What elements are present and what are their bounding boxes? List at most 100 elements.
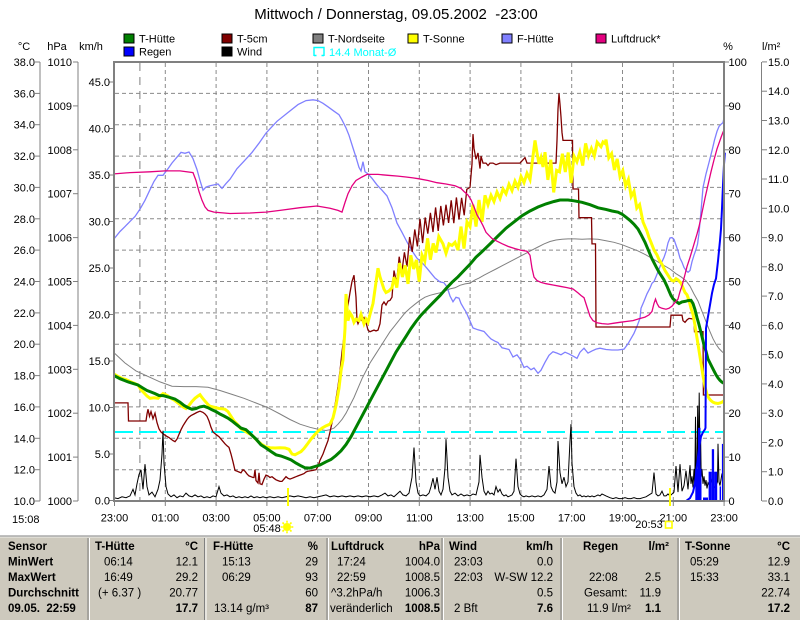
svg-text:07:00: 07:00: [304, 513, 332, 525]
svg-text:93: 93: [305, 572, 318, 584]
svg-text:23:00: 23:00: [710, 513, 738, 525]
svg-text:2 Bft: 2 Bft: [454, 603, 478, 615]
svg-text:1001: 1001: [48, 452, 72, 464]
svg-text:2.0: 2.0: [768, 438, 783, 450]
svg-text:16:49: 16:49: [104, 572, 133, 584]
svg-text:25.0: 25.0: [89, 263, 110, 275]
svg-text:29: 29: [305, 557, 318, 569]
svg-text:19:00: 19:00: [609, 513, 637, 525]
svg-text:26.0: 26.0: [14, 245, 35, 257]
svg-text:33.1: 33.1: [768, 572, 790, 584]
svg-text:15:00: 15:00: [507, 513, 535, 525]
svg-text:21:00: 21:00: [660, 513, 688, 525]
svg-text:10.0: 10.0: [768, 203, 789, 215]
svg-text:06:14: 06:14: [104, 557, 133, 569]
svg-text:MaxWert: MaxWert: [8, 572, 56, 584]
svg-text:1008: 1008: [48, 145, 72, 157]
svg-text:22.0: 22.0: [14, 308, 35, 320]
svg-text:1006: 1006: [48, 233, 72, 245]
svg-text:12.0: 12.0: [14, 465, 35, 477]
svg-text:5.0: 5.0: [768, 350, 783, 362]
svg-text:50: 50: [729, 277, 741, 289]
svg-text:F-Hütte: F-Hütte: [517, 34, 554, 46]
svg-text:18.0: 18.0: [14, 371, 35, 383]
svg-text:09:00: 09:00: [355, 513, 383, 525]
svg-text:1004.0: 1004.0: [405, 557, 440, 569]
svg-text:20.77: 20.77: [169, 588, 198, 600]
svg-text:15:33: 15:33: [690, 572, 719, 584]
svg-text:T-Hütte: T-Hütte: [139, 34, 175, 46]
svg-text:7.0: 7.0: [768, 291, 783, 303]
svg-text:13:00: 13:00: [456, 513, 484, 525]
svg-text:T-Sonne: T-Sonne: [423, 34, 465, 46]
svg-text:10.0: 10.0: [14, 496, 35, 508]
svg-text:90: 90: [729, 101, 741, 113]
svg-text:20:53: 20:53: [635, 519, 663, 531]
svg-text:14.4 Monat-Ø: 14.4 Monat-Ø: [329, 47, 397, 59]
svg-text:29.2: 29.2: [176, 572, 198, 584]
svg-text:40: 40: [729, 320, 741, 332]
svg-text:15:13: 15:13: [222, 557, 251, 569]
svg-text:l/m²: l/m²: [762, 41, 781, 53]
svg-text:24.0: 24.0: [14, 277, 35, 289]
svg-text:Sensor: Sensor: [8, 541, 48, 553]
svg-text:%: %: [723, 41, 733, 53]
svg-text:1008.5: 1008.5: [405, 572, 440, 584]
svg-text:17.2: 17.2: [768, 603, 790, 615]
svg-text:38.0: 38.0: [14, 57, 35, 69]
svg-text:0: 0: [729, 496, 735, 508]
svg-text:14.0: 14.0: [14, 433, 35, 445]
svg-text:23:00: 23:00: [101, 513, 129, 525]
svg-text:T-Hütte: T-Hütte: [95, 541, 135, 553]
svg-text:0.0: 0.0: [768, 496, 783, 508]
svg-text:1004: 1004: [48, 320, 72, 332]
svg-text:05:48: 05:48: [253, 523, 281, 535]
svg-text:Luftdruck: Luftdruck: [331, 541, 385, 553]
svg-text:100: 100: [729, 57, 747, 69]
svg-text:20.0: 20.0: [89, 310, 110, 322]
svg-text:Mittwoch / Donnerstag, 09.05.2: Mittwoch / Donnerstag, 09.05.2002 -23:00: [254, 6, 538, 23]
svg-text:28.0: 28.0: [14, 214, 35, 226]
svg-text:1005: 1005: [48, 277, 72, 289]
svg-text:32.0: 32.0: [14, 151, 35, 163]
svg-text:0.5: 0.5: [537, 588, 553, 600]
svg-text:17:24: 17:24: [337, 557, 366, 569]
svg-text:Regen: Regen: [139, 47, 171, 59]
svg-text:22:59: 22:59: [337, 572, 366, 584]
svg-text:1002: 1002: [48, 408, 72, 420]
svg-text:13.0: 13.0: [768, 116, 789, 128]
svg-text:Durchschnitt: Durchschnitt: [8, 588, 79, 600]
svg-text:11.0: 11.0: [768, 174, 789, 186]
svg-text:1.0: 1.0: [768, 467, 783, 479]
svg-text:Wind: Wind: [449, 541, 477, 553]
svg-text:km/h: km/h: [526, 541, 553, 553]
svg-text:T-Nordseite: T-Nordseite: [328, 34, 385, 46]
svg-text:km/h: km/h: [79, 41, 103, 53]
svg-text:1.1: 1.1: [645, 603, 662, 615]
svg-text:13.14 g/m³: 13.14 g/m³: [214, 603, 269, 615]
svg-text:Wind: Wind: [237, 47, 262, 59]
svg-text:60: 60: [729, 233, 741, 245]
svg-text:36.0: 36.0: [14, 88, 35, 100]
svg-text:T-5cm: T-5cm: [237, 34, 268, 46]
svg-text:20: 20: [729, 408, 741, 420]
svg-text:11.9 l/m²: 11.9 l/m²: [587, 603, 631, 615]
svg-text:05:00: 05:00: [253, 513, 281, 525]
svg-text:0.0: 0.0: [537, 557, 553, 569]
svg-text:6.0: 6.0: [768, 320, 783, 332]
svg-text:MinWert: MinWert: [8, 557, 53, 569]
svg-text:°C: °C: [18, 41, 30, 53]
svg-text:(+ 6.37 ): (+ 6.37 ): [98, 588, 141, 600]
svg-text:30.0: 30.0: [14, 182, 35, 194]
svg-text:17.7: 17.7: [176, 603, 198, 615]
svg-text:8.0: 8.0: [768, 262, 783, 274]
svg-text:30: 30: [729, 364, 741, 376]
svg-text:17:00: 17:00: [558, 513, 586, 525]
svg-text:Gesamt:: Gesamt:: [584, 588, 627, 600]
svg-text:1006.3: 1006.3: [405, 588, 440, 600]
svg-text:01:00: 01:00: [152, 513, 180, 525]
svg-text:l/m²: l/m²: [649, 541, 670, 553]
svg-text:35.0: 35.0: [89, 170, 110, 182]
svg-text:%: %: [308, 541, 318, 553]
svg-text:10: 10: [729, 452, 741, 464]
